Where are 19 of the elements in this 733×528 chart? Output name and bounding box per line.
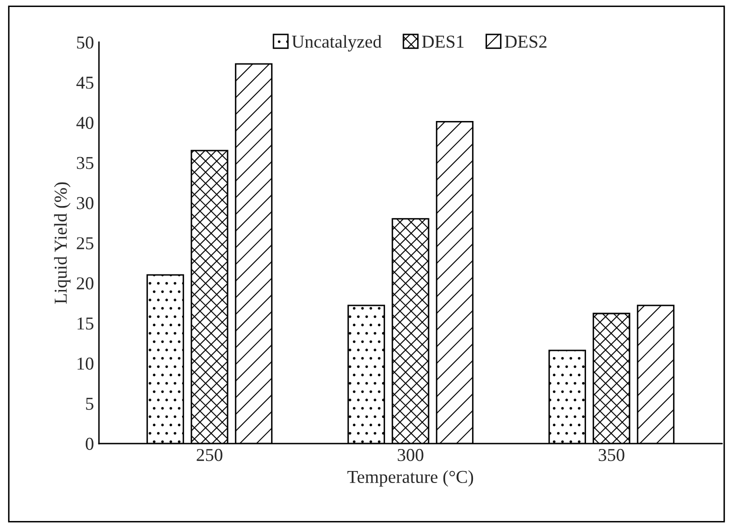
y-tick-label: 40 [76, 116, 94, 129]
y-tick-label: 45 [76, 76, 94, 89]
legend-label: DES2 [504, 36, 546, 48]
y-tick-label: 20 [76, 277, 94, 290]
y-tick-label: 15 [78, 317, 94, 330]
x-tick-label: 350 [598, 448, 624, 462]
y-tick-label: 50 [77, 36, 94, 49]
legend-label: Uncatalyzed [292, 35, 382, 52]
x-tick-label: 250 [196, 448, 222, 462]
x-axis-title: Temperature (°C) [347, 470, 474, 487]
y-axis-title: Liquid Yield (%) [54, 182, 70, 304]
x-tick-label: 300 [398, 448, 424, 462]
y-tick-label: 35 [76, 156, 94, 170]
y-tick-label: 10 [78, 358, 94, 370]
legend-label: DES1 [422, 36, 464, 48]
y-tick-label: 0 [86, 438, 94, 450]
y-tick-label: 25 [76, 237, 94, 250]
y-tick-label: 30 [76, 197, 94, 210]
y-tick-label: 5 [86, 398, 94, 410]
